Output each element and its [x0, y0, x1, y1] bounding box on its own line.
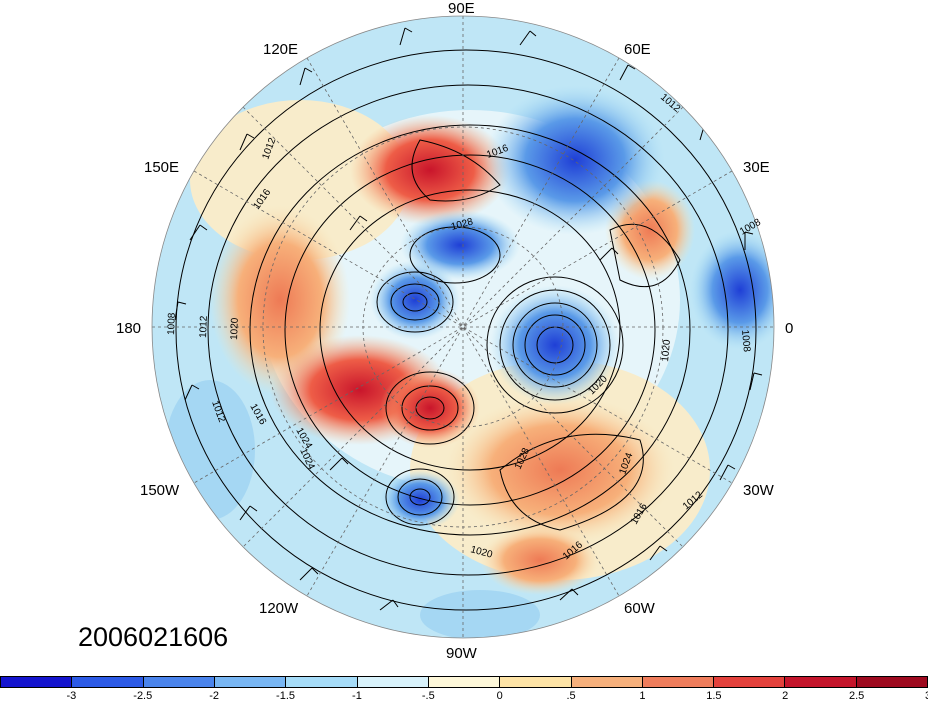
lon-label-120e: 120E [263, 41, 299, 58]
colorbar-tick-label: 1 [639, 690, 646, 702]
colorbar-tick-label: 2 [782, 690, 789, 702]
colorbar-swatch [286, 676, 358, 688]
map-boundary [151, 15, 775, 639]
contour-label: 1008 [166, 312, 178, 335]
lon-label-120w: 120W [259, 600, 299, 617]
lon-label-90e: 90E [448, 0, 475, 17]
contour-label: 1012 [198, 315, 210, 338]
colorbar-swatch [357, 676, 429, 688]
lon-label-60w: 60W [624, 600, 655, 617]
colorbar-swatch [856, 676, 928, 688]
colorbar-swatch [428, 676, 501, 688]
colorbar-swatch [642, 676, 715, 688]
colorbar-tick-label: -1 [352, 690, 362, 702]
colorbar-swatch [0, 676, 73, 688]
contour-label: 1008 [739, 329, 752, 353]
isobars [175, 49, 757, 611]
colorbar-tick-label: 2.5 [848, 690, 865, 702]
colorbar-tick-label: 1.5 [706, 690, 722, 702]
colorbar-swatch [143, 676, 215, 688]
contour-label: 1020 [229, 317, 241, 340]
colorbar-swatch [785, 676, 857, 688]
lon-label-90w: 90W [446, 645, 477, 662]
colorbar-tick-label: -1.5 [276, 690, 296, 702]
colorbar-swatch [214, 676, 287, 688]
colorbar-swatch [571, 676, 643, 688]
colorbar [0, 676, 928, 688]
colorbar-tick-label: 0 [496, 690, 503, 702]
colorbar-swatch [500, 676, 572, 688]
colorbar-tick-label: -.5 [421, 690, 435, 702]
lon-label-180: 180 [116, 320, 142, 337]
lon-label-30e: 30E [743, 159, 770, 176]
lon-label-30w: 30W [743, 482, 774, 499]
colorbar-swatch [714, 676, 786, 688]
wind-barbs [174, 27, 763, 611]
colorbar-tick-label: -3 [66, 690, 77, 702]
colorbar-tick-label: -2 [209, 690, 220, 702]
lon-label-150w: 150W [140, 482, 180, 499]
timestamp-label: 2006021606 [78, 622, 229, 652]
contour-label: 1020 [660, 339, 673, 363]
colorbar-tick-label: .5 [566, 690, 576, 702]
colorbar-tick-label: -2.5 [133, 690, 153, 702]
colorbar-swatch [72, 676, 144, 688]
graticule [152, 16, 774, 638]
anomaly-field [152, 16, 774, 638]
lon-label-0: 0 [785, 320, 794, 337]
colorbar-tick-label: 3 [925, 690, 928, 702]
lon-label-60e: 60E [624, 41, 651, 58]
lon-label-150e: 150E [144, 159, 180, 176]
